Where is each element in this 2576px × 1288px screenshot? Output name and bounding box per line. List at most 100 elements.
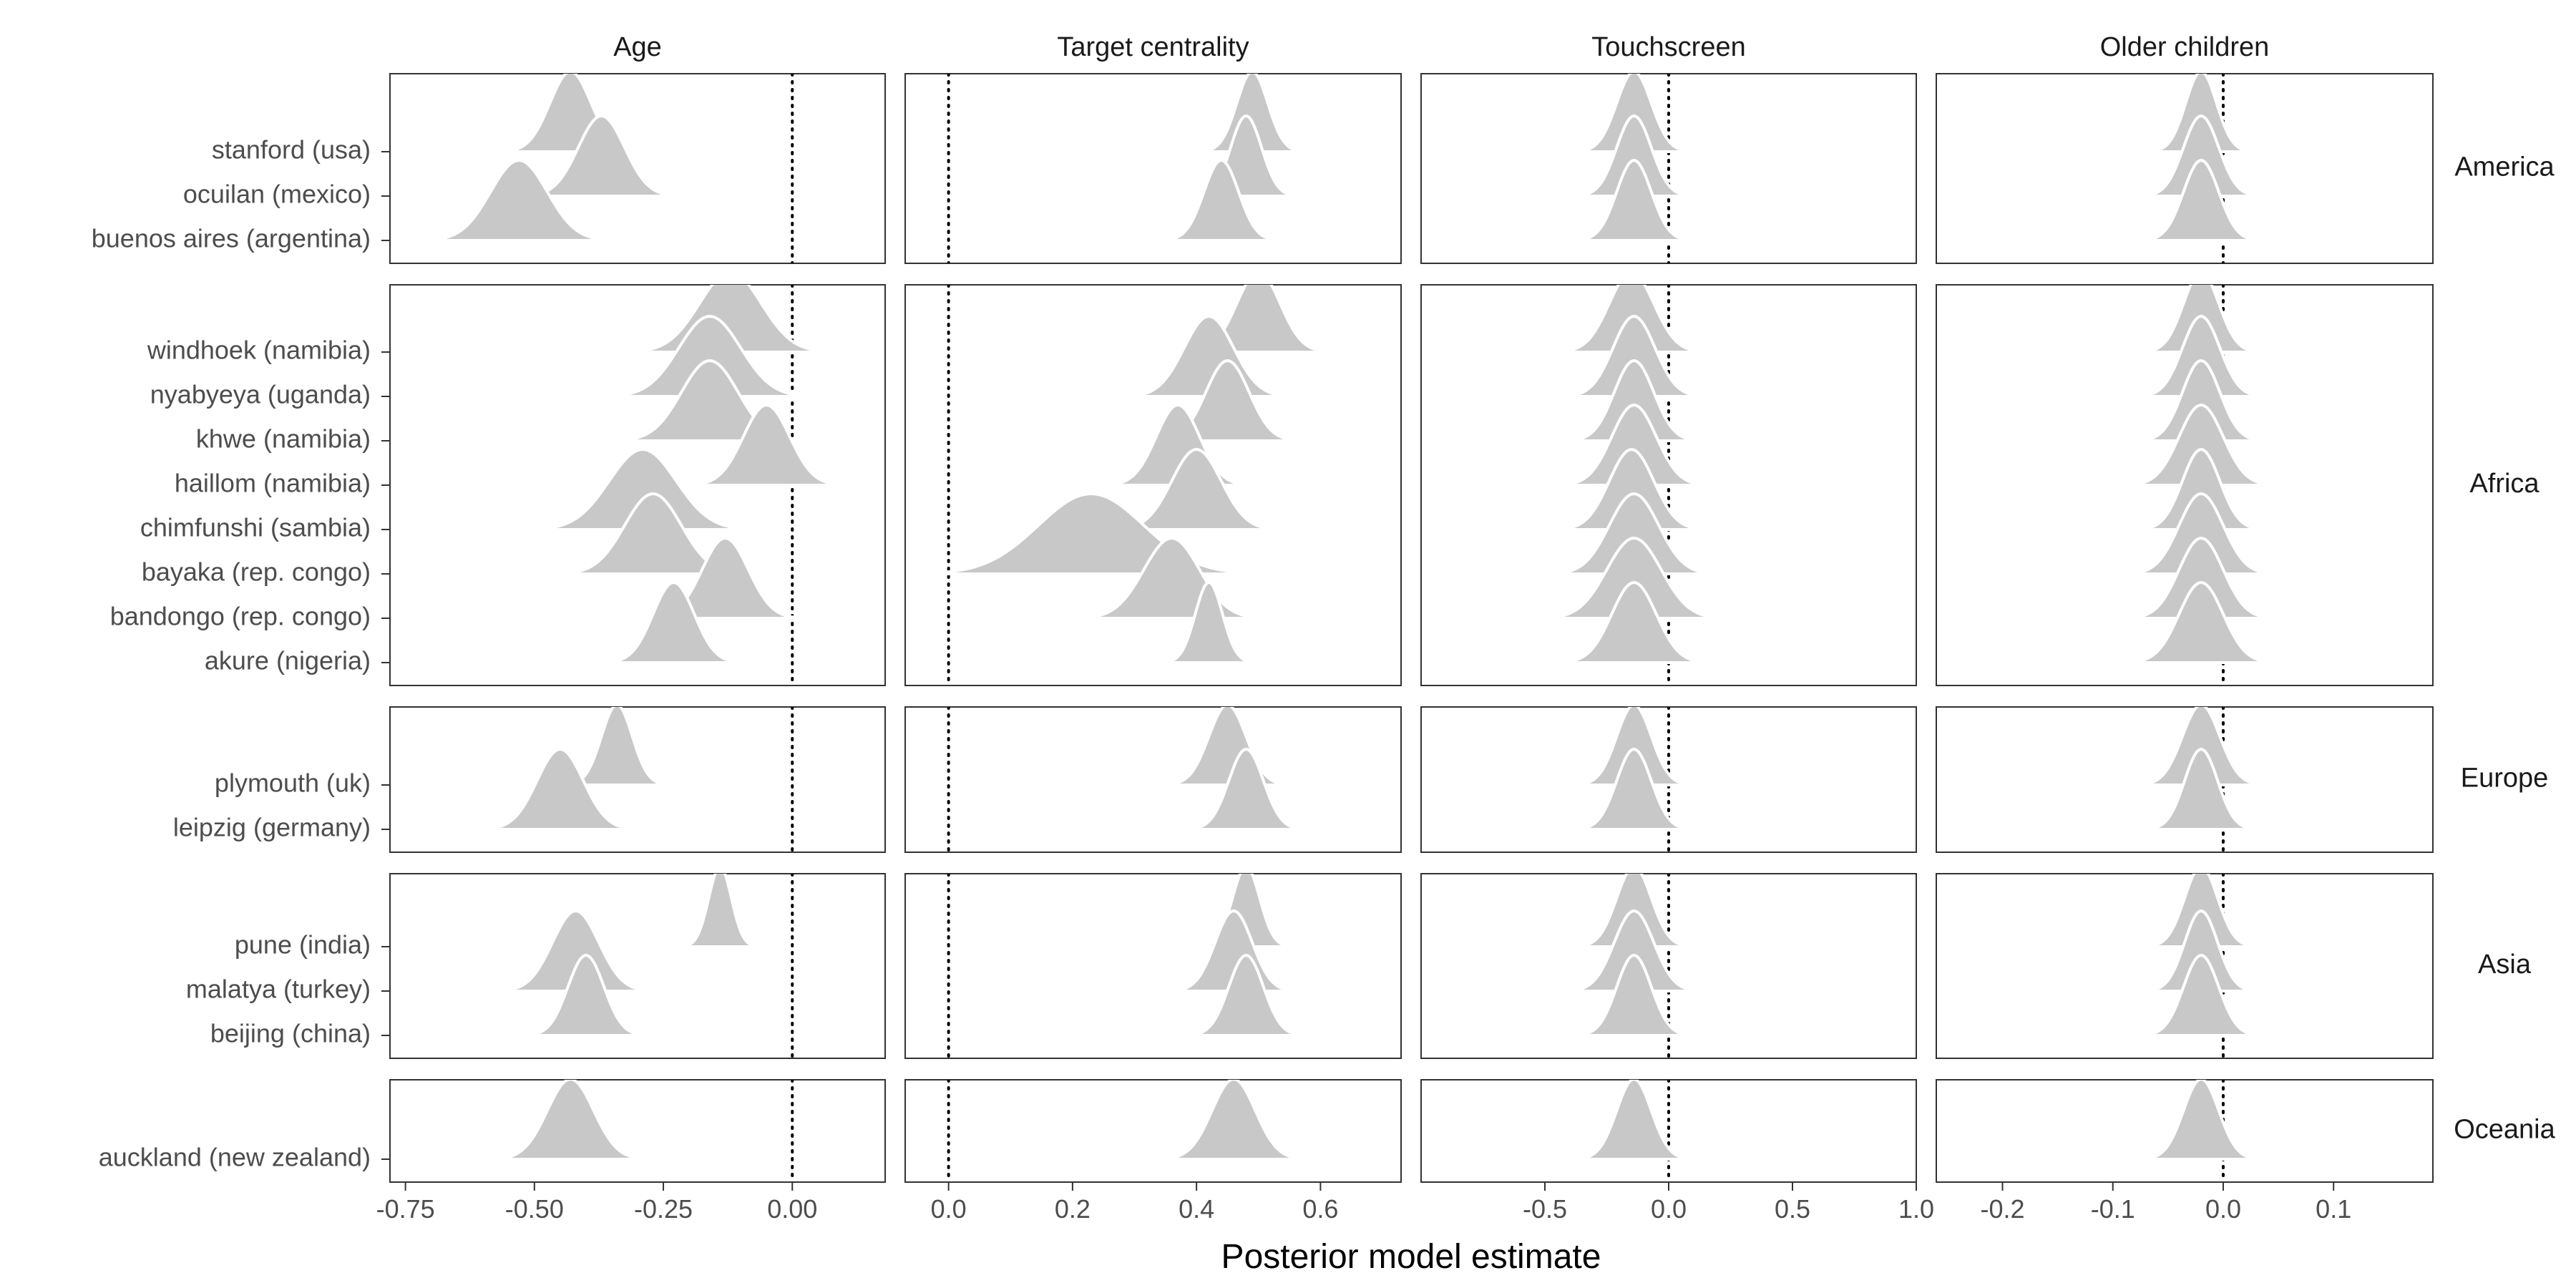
column-label-age: Age bbox=[613, 32, 662, 62]
site-label-auckland-new-zealand: auckland (new zealand) bbox=[99, 1143, 371, 1172]
ridge-akure-nigeria-older-children bbox=[2129, 581, 2273, 664]
panel-frame bbox=[389, 1079, 886, 1183]
panel-frame bbox=[904, 706, 1402, 853]
ridge-stanford-usa-target-centrality bbox=[1201, 74, 1304, 153]
ridges-group bbox=[2140, 707, 2263, 852]
ridge-nyabyeya-uganda-target-centrality bbox=[1128, 315, 1290, 398]
ridge-ocuilan-mexico-age bbox=[525, 114, 678, 197]
ridge-auckland-new-zealand-older-children bbox=[2143, 1080, 2260, 1161]
site-label-plymouth-uk: plymouth (uk) bbox=[215, 769, 371, 798]
panel-america-target-centrality bbox=[904, 73, 1402, 264]
site-label-bandongo-rep-congo: bandongo (rep. congo) bbox=[110, 602, 371, 631]
ridges-group bbox=[499, 874, 794, 1058]
ridge-malatya-turkey-age bbox=[499, 909, 652, 992]
site-label-leipzig-germany: leipzig (germany) bbox=[173, 813, 371, 842]
ridges-group bbox=[947, 1080, 1305, 1182]
ridge-chimfunshi-sambia-touchscreen bbox=[1558, 448, 1704, 531]
site-label-pune-india: pune (india) bbox=[235, 930, 371, 960]
ridge-bayaka-rep-congo-touchscreen bbox=[1553, 492, 1715, 575]
ridge-auckland-new-zealand-target-centrality bbox=[1163, 1080, 1305, 1161]
ridge-beijing-china-touchscreen bbox=[1577, 954, 1692, 1037]
site-label-windhoek-namibia: windhoek (namibia) bbox=[147, 336, 371, 365]
site-label-stanford-usa: stanford (usa) bbox=[212, 135, 371, 165]
panel-america-touchscreen bbox=[1420, 73, 1917, 264]
ridges-group bbox=[426, 74, 794, 263]
panel-america-older-children bbox=[1936, 73, 2434, 264]
panel-america-age bbox=[389, 73, 886, 264]
ridges-group bbox=[2143, 74, 2260, 263]
ridge-haillom-namibia-older-children bbox=[2129, 404, 2273, 487]
x-tick-label-target-centrality: 0.0 bbox=[931, 1194, 967, 1224]
site-label-haillom-namibia: haillom (namibia) bbox=[175, 469, 371, 498]
ridge-pune-india-age bbox=[682, 874, 758, 948]
site-label-bayaka-rep-congo: bayaka (rep. congo) bbox=[142, 557, 371, 587]
ridges-group bbox=[1569, 874, 1699, 1058]
x-tick-label-older-children: 0.1 bbox=[2316, 1194, 2351, 1224]
panel-frame bbox=[389, 873, 886, 1059]
row-label-america: America bbox=[2454, 152, 2555, 182]
panel-oceania-age bbox=[389, 1079, 886, 1183]
ridge-bandongo-rep-congo-touchscreen bbox=[1545, 537, 1723, 620]
ridges-group bbox=[2143, 1080, 2260, 1182]
site-labels: stanford (usa) ocuilan (mexico) buenos air… bbox=[92, 135, 390, 1172]
x-tick-label-touchscreen: 0.5 bbox=[1775, 1194, 1810, 1224]
ridge-buenos-aires-argentina-older-children bbox=[2143, 159, 2260, 242]
ridge-stanford-usa-older-children bbox=[2150, 74, 2253, 153]
site-label-chimfunshi-sambia: chimfunshi (sambia) bbox=[140, 513, 371, 542]
ridge-haillom-namibia-age bbox=[691, 404, 842, 487]
x-tick-label-older-children: -0.2 bbox=[1981, 1194, 2025, 1224]
x-axes: -0.75 -0.50 -0.25 0.00 0.0 0.2 0.4 0.6 -0.5 0.0 0.… bbox=[376, 1182, 2351, 1224]
panel-frame bbox=[904, 1079, 1402, 1183]
ridge-auckland-new-zealand-age bbox=[494, 1080, 647, 1161]
panel-frame bbox=[904, 73, 1402, 264]
x-tick-label-touchscreen: -0.5 bbox=[1523, 1194, 1567, 1224]
ridges-group bbox=[494, 1080, 794, 1182]
ridge-chimfunshi-sambia-older-children bbox=[2140, 448, 2263, 531]
panel-asia-older-children bbox=[1936, 873, 2434, 1059]
ridge-ocuilan-mexico-older-children bbox=[2143, 114, 2260, 197]
site-label-malatya-turkey: malatya (turkey) bbox=[186, 975, 371, 1004]
ridge-buenos-aires-argentina-touchscreen bbox=[1577, 159, 1692, 242]
ridge-leipzig-germany-touchscreen bbox=[1577, 748, 1692, 831]
x-tick-label-target-centrality: 0.6 bbox=[1302, 1194, 1338, 1224]
ridge-malatya-turkey-target-centrality bbox=[1173, 909, 1295, 992]
panel-africa-target-centrality bbox=[904, 284, 1402, 686]
row-label-africa: Africa bbox=[2469, 469, 2540, 499]
ridge-buenos-aires-argentina-age bbox=[426, 159, 612, 242]
panel-africa-age bbox=[389, 284, 886, 686]
ridges-group bbox=[1577, 707, 1692, 852]
x-tick-label-target-centrality: 0.4 bbox=[1179, 1194, 1214, 1224]
ridge-khwe-namibia-touchscreen bbox=[1569, 359, 1699, 442]
ridge-chimfunshi-sambia-target-centrality bbox=[1116, 448, 1277, 531]
ridge-leipzig-germany-age bbox=[484, 748, 636, 831]
ridge-akure-nigeria-age bbox=[606, 581, 741, 664]
row-label-asia: Asia bbox=[2478, 950, 2532, 980]
ridge-bayaka-rep-congo-older-children bbox=[2129, 492, 2273, 575]
x-tick-label-older-children: 0.0 bbox=[2205, 1194, 2241, 1224]
ridges-group bbox=[921, 285, 1330, 686]
ridges-group bbox=[484, 707, 794, 852]
x-tick-label-older-children: -0.1 bbox=[2091, 1194, 2135, 1224]
row-label-oceania: Oceania bbox=[2454, 1115, 2555, 1145]
panel-oceania-older-children bbox=[1936, 1079, 2434, 1183]
ridge-plymouth-uk-touchscreen bbox=[1577, 707, 1692, 786]
site-label-akure-nigeria: akure (nigeria) bbox=[205, 646, 371, 675]
ridges-group bbox=[534, 285, 842, 686]
ridge-ocuilan-mexico-touchscreen bbox=[1577, 114, 1692, 197]
ridge-malatya-turkey-older-children bbox=[2147, 909, 2256, 992]
x-tick-label-touchscreen: 0.0 bbox=[1651, 1194, 1687, 1224]
panel-asia-touchscreen bbox=[1420, 873, 1917, 1059]
ridges-group bbox=[947, 74, 1304, 263]
panel-asia-target-centrality bbox=[904, 873, 1402, 1059]
ridge-beijing-china-older-children bbox=[2143, 954, 2260, 1037]
x-tick-label-age: -0.25 bbox=[634, 1194, 693, 1224]
x-tick-label-touchscreen: 1.0 bbox=[1898, 1194, 1934, 1224]
ridges-group bbox=[1577, 74, 1692, 263]
panel-europe-age bbox=[389, 706, 886, 853]
panel-africa-older-children bbox=[1936, 284, 2434, 686]
panel-europe-target-centrality bbox=[904, 706, 1402, 853]
site-label-beijing-china: beijing (china) bbox=[210, 1019, 371, 1048]
ridges-group bbox=[2143, 874, 2260, 1058]
site-label-ocuilan-mexico: ocuilan (mexico) bbox=[183, 180, 371, 209]
ridge-bandongo-rep-congo-older-children bbox=[2129, 537, 2273, 620]
